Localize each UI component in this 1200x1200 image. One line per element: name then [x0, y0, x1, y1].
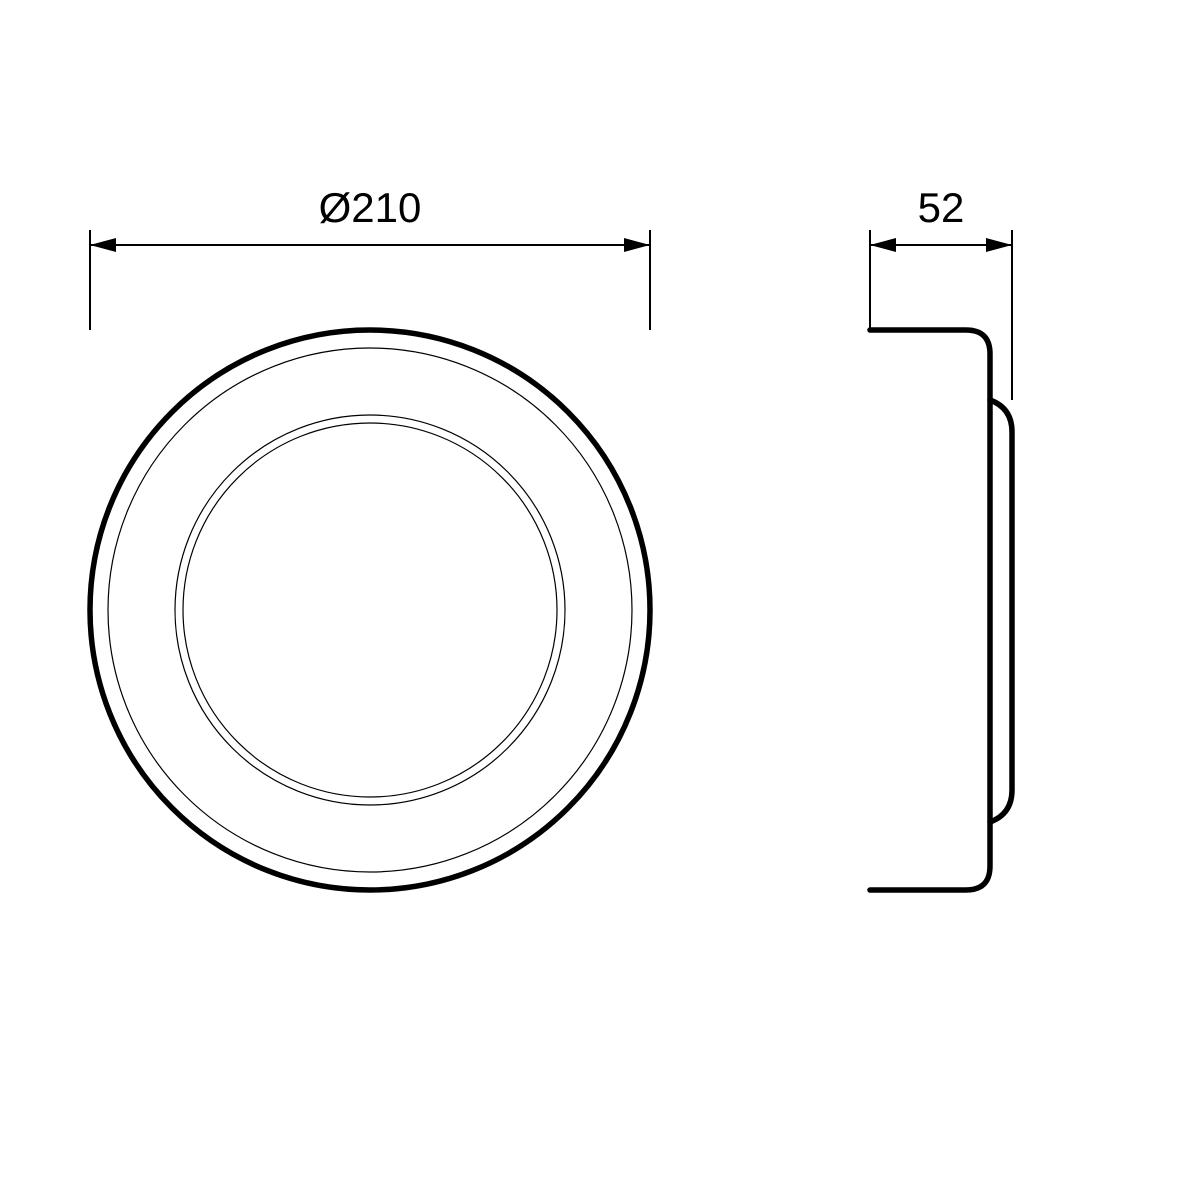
- side-view: [870, 330, 1012, 890]
- front-dim-arrow-left: [90, 238, 116, 252]
- side-mounting-plate: [990, 400, 1012, 822]
- front-inner-ring: [108, 348, 632, 872]
- side-dim-arrow-left: [870, 238, 896, 252]
- front-view: [90, 330, 650, 890]
- front-lens-outer: [175, 415, 565, 805]
- side-dim-arrow-right: [986, 238, 1012, 252]
- side-body: [870, 330, 990, 890]
- front-dim-label: Ø210: [319, 184, 422, 231]
- front-outer-circle: [90, 330, 650, 890]
- front-dim-arrow-right: [624, 238, 650, 252]
- front-lens-inner: [183, 423, 557, 797]
- technical-drawing: Ø210 52: [0, 0, 1200, 1200]
- front-dimension: Ø210: [90, 184, 650, 330]
- side-dim-label: 52: [918, 184, 965, 231]
